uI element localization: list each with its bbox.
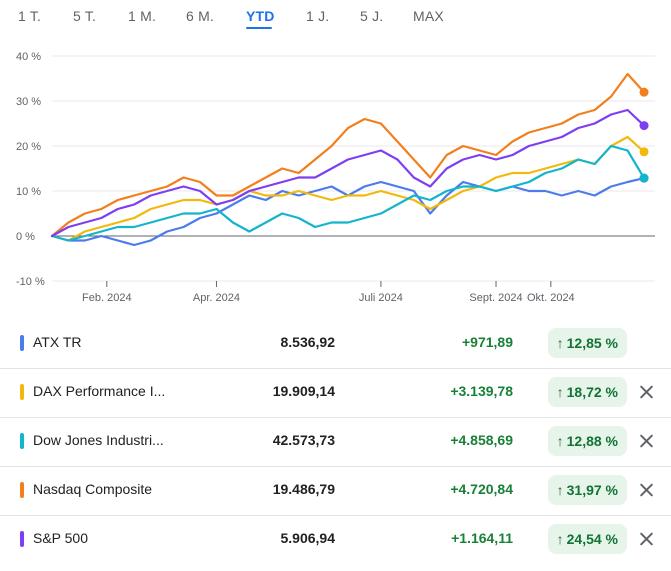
index-price: 8.536,92: [280, 334, 336, 350]
tab-5-years[interactable]: 5 J.: [360, 8, 384, 24]
table-row[interactable]: ATX TR 8.536,92 +971,89 ↑ 12,85 %: [0, 319, 671, 369]
index-name: Nasdaq Composite: [33, 481, 153, 497]
series-color-swatch: [20, 482, 24, 498]
close-icon[interactable]: [635, 479, 657, 501]
index-price: 42.573,73: [272, 432, 335, 448]
tab-5-days[interactable]: 5 T.: [73, 8, 97, 24]
index-name: ATX TR: [33, 334, 82, 350]
index-price: 19.486,79: [272, 481, 335, 497]
y-tick-label: -10 %: [16, 276, 45, 288]
close-icon[interactable]: [635, 381, 657, 403]
table-row[interactable]: Nasdaq Composite 19.486,79 +4.720,84 ↑ 31,97…: [0, 466, 671, 516]
up-arrow-icon: ↑: [556, 433, 564, 449]
table-row[interactable]: DAX Performance I... 19.909,14 +3.139,78 ↑ 1…: [0, 368, 671, 418]
index-change: +4.858,69: [450, 432, 513, 448]
active-tab-indicator: [246, 27, 272, 29]
series-color-swatch: [20, 531, 24, 547]
up-arrow-icon: ↑: [556, 531, 564, 547]
y-tick-label: 10 %: [16, 186, 41, 198]
close-icon[interactable]: [635, 528, 657, 550]
y-tick-label: 30 %: [16, 96, 41, 108]
x-tick-label: Okt. 2024: [527, 292, 575, 304]
percent-change-value: 31,97 %: [566, 482, 618, 498]
tab-ytd[interactable]: YTD: [246, 8, 275, 24]
series-color-swatch: [20, 433, 24, 449]
series-line-s-p-500: [50, 108, 646, 238]
x-tick-label: Juli 2024: [359, 292, 403, 304]
x-tick-label: Sept. 2024: [469, 292, 522, 304]
percent-change-value: 12,85 %: [566, 335, 618, 351]
series-line-dow-jones-industri: [50, 144, 646, 242]
index-name: S&P 500: [33, 530, 89, 546]
percent-change-badge: ↑ 31,97 %: [547, 475, 627, 505]
series-endpoint-nasdaq-composite: [639, 87, 649, 97]
close-icon[interactable]: [635, 430, 657, 452]
table-row[interactable]: Dow Jones Industri... 42.573,73 +4.858,69 ↑…: [0, 417, 671, 467]
tab-1-month[interactable]: 1 M.: [128, 8, 157, 24]
table-row[interactable]: S&P 500 5.906,94 +1.164,11 ↑ 24,54 %: [0, 515, 671, 564]
tab-6-months[interactable]: 6 M.: [186, 8, 215, 24]
tab-1-year[interactable]: 1 J.: [306, 8, 330, 24]
x-tick-label: Feb. 2024: [82, 292, 132, 304]
up-arrow-icon: ↑: [556, 384, 564, 400]
index-change: +971,89: [462, 334, 513, 350]
index-name: DAX Performance I...: [33, 383, 166, 399]
up-arrow-icon: ↑: [556, 335, 564, 351]
percent-change-badge: ↑ 18,72 %: [547, 377, 627, 407]
index-change: +3.139,78: [450, 383, 513, 399]
index-price: 19.909,14: [272, 383, 335, 399]
percent-change-value: 24,54 %: [566, 531, 618, 547]
percent-change-badge: ↑ 12,85 %: [547, 328, 627, 358]
tab-max[interactable]: MAX: [413, 8, 444, 24]
series-endpoint-s-p-500: [639, 121, 649, 131]
index-price: 5.906,94: [280, 530, 336, 546]
percent-change-badge: ↑ 12,88 %: [547, 426, 627, 456]
series-color-swatch: [20, 335, 24, 351]
series-color-swatch: [20, 384, 24, 400]
y-tick-label: 40 %: [16, 51, 41, 63]
percent-change-value: 12,88 %: [566, 433, 618, 449]
x-tick-label: Apr. 2024: [193, 292, 240, 304]
index-name: Dow Jones Industri...: [33, 432, 164, 448]
y-tick-label: 20 %: [16, 141, 41, 153]
y-tick-label: 0 %: [16, 231, 35, 243]
percent-change-value: 18,72 %: [566, 384, 618, 400]
series-endpoint-dow-jones-industri: [639, 173, 649, 183]
series-endpoint-dax-performance-i: [639, 147, 649, 157]
index-change: +1.164,11: [451, 530, 513, 546]
comparison-line-chart[interactable]: 40 % 30 % 20 % 10 % 0 % -10 % Feb. 2024 Apr. 20…: [0, 36, 671, 312]
series-line-nasdaq-composite: [50, 72, 646, 238]
index-change: +4.720,84: [450, 481, 513, 497]
up-arrow-icon: ↑: [556, 482, 564, 498]
timeframe-tabs: 1 T. 5 T. 1 M. 6 M. YTD 1 J. 5 J. MAX: [0, 0, 671, 36]
series-line-atx-tr: [50, 177, 646, 247]
tab-1-day[interactable]: 1 T.: [18, 8, 42, 24]
series-line-dax-performance-i: [50, 135, 646, 242]
percent-change-badge: ↑ 24,54 %: [547, 524, 627, 554]
